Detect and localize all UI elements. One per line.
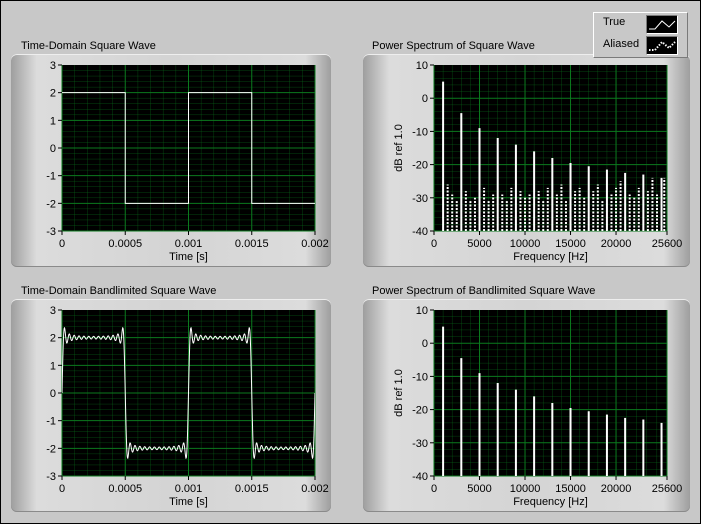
x-axis-label: Frequency [Hz] [513, 251, 588, 263]
legend-label-aliased: Aliased [603, 38, 640, 50]
x-tick-label: 5000 [467, 483, 491, 495]
x-tick-label: 0.0015 [235, 238, 269, 250]
y-tick-label: 1 [50, 360, 56, 372]
series-line [62, 326, 315, 460]
x-axis-label: Time [s] [169, 251, 208, 263]
x-tick-label: 0 [431, 238, 437, 250]
x-axis-label: Frequency [Hz] [513, 496, 588, 508]
legend-label-true: True [603, 16, 626, 28]
x-tick-label: 0.0005 [108, 238, 142, 250]
legend-swatch-true[interactable] [646, 15, 678, 34]
y-tick-label: 3 [50, 305, 56, 317]
x-tick-label: 25600 [652, 483, 683, 495]
y-tick-label: 2 [50, 88, 56, 100]
x-tick-label: 10000 [510, 483, 541, 495]
y-tick-label: -20 [412, 160, 428, 172]
y-tick-label: -3 [46, 226, 56, 238]
y-tick-label: 0 [422, 338, 428, 350]
y-tick-label: 0 [50, 143, 56, 155]
y-tick-label: -10 [412, 371, 428, 383]
grid [433, 65, 668, 232]
x-tick-label: 0.002 [301, 483, 329, 495]
legend-dotted-aliased-icon [649, 40, 676, 51]
x-tick-label: 0.0005 [108, 483, 142, 495]
y-tick-label: 10 [416, 60, 428, 72]
y-axis-label: dB ref 1.0 [393, 369, 405, 417]
y-tick-label: 1 [50, 115, 56, 127]
x-tick-label: 0.0015 [235, 483, 269, 495]
chart-title-spectrum-bandlimited: Power Spectrum of Bandlimited Square Wav… [372, 285, 596, 297]
plot-area [434, 310, 667, 476]
x-tick-label: 5000 [467, 238, 491, 250]
y-tick-label: -40 [412, 226, 428, 238]
legend-swatch-aliased[interactable] [646, 36, 678, 55]
x-tick-label: 0 [59, 483, 65, 495]
x-tick-label: 0.001 [175, 238, 203, 250]
y-tick-label: 3 [50, 60, 56, 72]
y-tick-label: -2 [46, 443, 56, 455]
legend-line-true-icon [649, 20, 676, 30]
plot-legend[interactable]: True Aliased [593, 12, 688, 58]
x-tick-label: 20000 [601, 238, 632, 250]
x-tick-label: 20000 [601, 483, 632, 495]
chart-title-time-square: Time-Domain Square Wave [21, 40, 156, 52]
x-tick-label: 0.002 [301, 238, 329, 250]
y-tick-label: -30 [412, 438, 428, 450]
x-tick-label: 15000 [555, 483, 586, 495]
y-tick-label: -20 [412, 405, 428, 417]
x-tick-label: 0.001 [175, 483, 203, 495]
y-tick-label: -10 [412, 126, 428, 138]
chart-title-spectrum-square: Power Spectrum of Square Wave [372, 40, 535, 52]
x-tick-label: 0 [59, 238, 65, 250]
x-tick-label: 25600 [652, 238, 683, 250]
y-tick-label: 2 [50, 333, 56, 345]
x-tick-label: 10000 [510, 238, 541, 250]
y-axis-label: dB ref 1.0 [393, 124, 405, 172]
y-tick-label: -30 [412, 193, 428, 205]
x-axis-label: Time [s] [169, 496, 208, 508]
series-line [62, 92, 315, 204]
y-tick-label: -1 [46, 416, 56, 428]
y-tick-label: 0 [422, 93, 428, 105]
x-tick-label: 15000 [555, 238, 586, 250]
y-tick-label: -40 [412, 471, 428, 483]
y-tick-label: -1 [46, 171, 56, 183]
y-tick-label: 10 [416, 305, 428, 317]
y-tick-label: -2 [46, 198, 56, 210]
x-tick-label: 0 [431, 483, 437, 495]
plot-area [434, 65, 667, 231]
y-tick-label: 0 [50, 388, 56, 400]
chart-title-time-bandlimited: Time-Domain Bandlimited Square Wave [21, 285, 217, 297]
y-tick-label: -3 [46, 471, 56, 483]
